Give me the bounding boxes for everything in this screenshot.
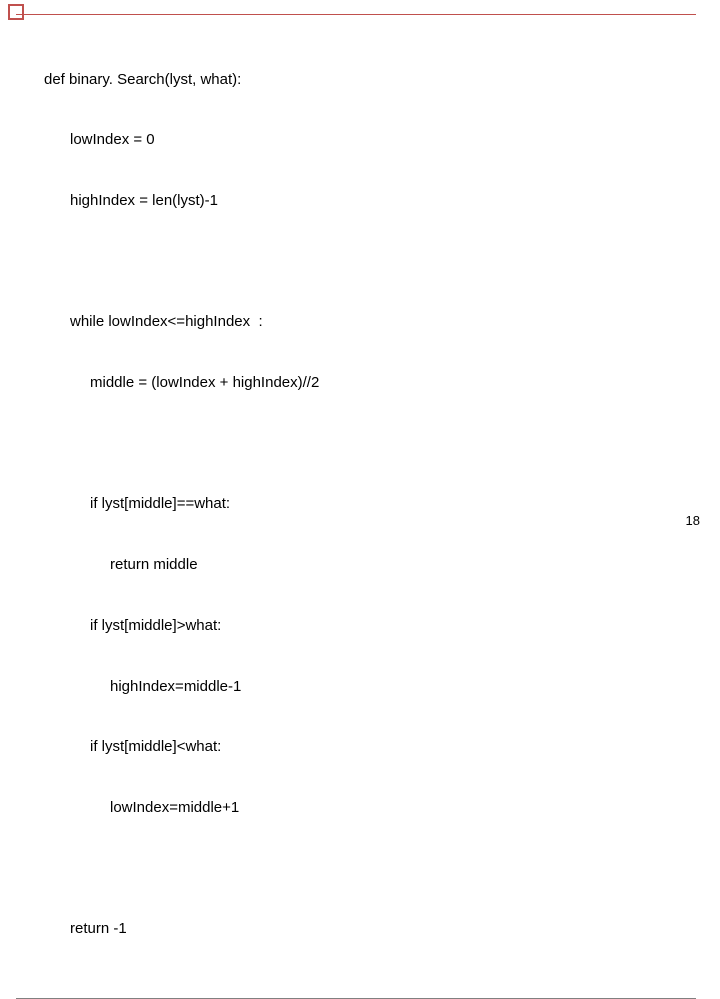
content-frame: def binary. Search(lyst, what): lowIndex…	[16, 14, 696, 999]
page-number: 18	[686, 513, 700, 528]
code-line: highIndex = len(lyst)-1	[44, 191, 668, 211]
code-line: return -1	[44, 919, 668, 939]
code-line: return middle	[44, 555, 668, 575]
code-line: if lyst[middle]==what:	[44, 494, 668, 514]
code-line: if lyst[middle]>what:	[44, 616, 668, 636]
code-line: lowIndex=middle+1	[44, 798, 668, 818]
code-line: lowIndex = 0	[44, 130, 668, 150]
blank-line	[44, 252, 668, 272]
code-line: while lowIndex<=highIndex :	[44, 312, 668, 332]
blank-line	[44, 434, 668, 454]
code-line: def binary. Search(lyst, what):	[44, 70, 668, 90]
code-line: middle = (lowIndex + highIndex)//2	[44, 373, 668, 393]
blank-line	[44, 859, 668, 879]
code-line: highIndex=middle-1	[44, 677, 668, 697]
code-block: def binary. Search(lyst, what): lowIndex…	[44, 29, 668, 980]
code-line: if lyst[middle]<what:	[44, 737, 668, 757]
